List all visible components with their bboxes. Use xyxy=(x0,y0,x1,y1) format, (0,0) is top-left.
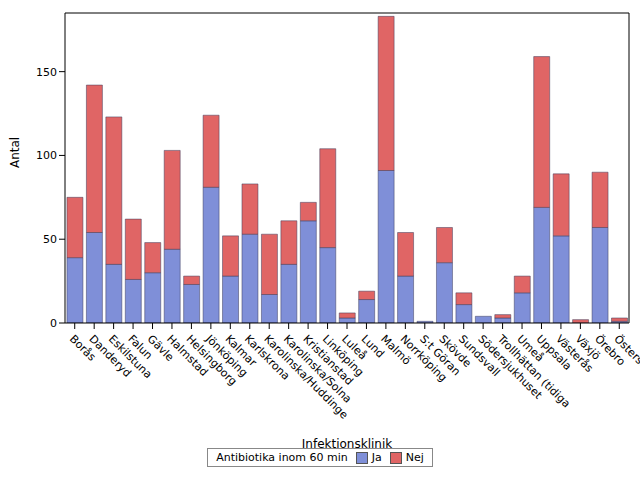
svg-text:Karlskrona: Karlskrona xyxy=(242,332,293,383)
svg-text:Falun: Falun xyxy=(125,332,155,363)
svg-text:S:t Göran: S:t Göran xyxy=(417,332,463,379)
svg-text:Södersjukhuset: Södersjukhuset xyxy=(475,332,545,402)
svg-text:Borås: Borås xyxy=(66,332,99,364)
svg-text:Halmstad: Halmstad xyxy=(164,332,211,379)
svg-text:Helsingborg: Helsingborg xyxy=(183,332,240,389)
svg-text:Karolinska/Solna: Karolinska/Solna xyxy=(280,332,355,406)
svg-text:Jönköping: Jönköping xyxy=(203,332,251,380)
svg-text:Danderyd: Danderyd xyxy=(86,332,134,380)
svg-text:Kalmar: Kalmar xyxy=(222,332,260,369)
svg-text:Uppsala: Uppsala xyxy=(533,332,575,373)
svg-text:150: 150 xyxy=(36,66,57,79)
html-text:Antibiotika inom 60 min: Antibiotika inom 60 min xyxy=(216,451,348,464)
svg-text:Trollhättan (tidiga: Trollhättan (tidiga xyxy=(494,332,573,411)
svg-text:Infektionsklinik: Infektionsklinik xyxy=(302,437,392,451)
svg-text:Norrköping: Norrköping xyxy=(397,332,450,385)
svg-text:Skövde: Skövde xyxy=(436,332,474,370)
svg-text:0: 0 xyxy=(50,317,57,330)
svg-text:Örebro: Örebro xyxy=(592,332,628,369)
svg-text:Sundsvall: Sundsvall xyxy=(455,332,503,380)
svg-text:100: 100 xyxy=(36,149,57,162)
svg-text:Eskilstuna: Eskilstuna xyxy=(105,332,155,382)
svg-text:Gävle: Gävle xyxy=(144,332,177,364)
svg-text:Östersund: Östersund xyxy=(611,332,632,381)
html-text:Nej: Nej xyxy=(405,451,424,464)
svg-text:Lund: Lund xyxy=(358,332,387,361)
svg-text:Antal: Antal xyxy=(8,137,22,168)
svg-text:Luleå: Luleå xyxy=(339,332,370,363)
svg-text:Malmö: Malmö xyxy=(378,332,414,368)
svg-text:Karolinska/Huddinge: Karolinska/Huddinge xyxy=(261,332,351,422)
html-text:Ja: Ja xyxy=(371,451,382,464)
svg-text:50: 50 xyxy=(43,233,57,246)
svg-text:Kristianstad: Kristianstad xyxy=(300,332,356,388)
svg-text:Umeå: Umeå xyxy=(514,332,547,365)
svg-text:Växjö: Växjö xyxy=(572,332,603,363)
svg-text:Linköping: Linköping xyxy=(319,332,367,379)
svg-text:Västerås: Västerås xyxy=(553,332,596,375)
